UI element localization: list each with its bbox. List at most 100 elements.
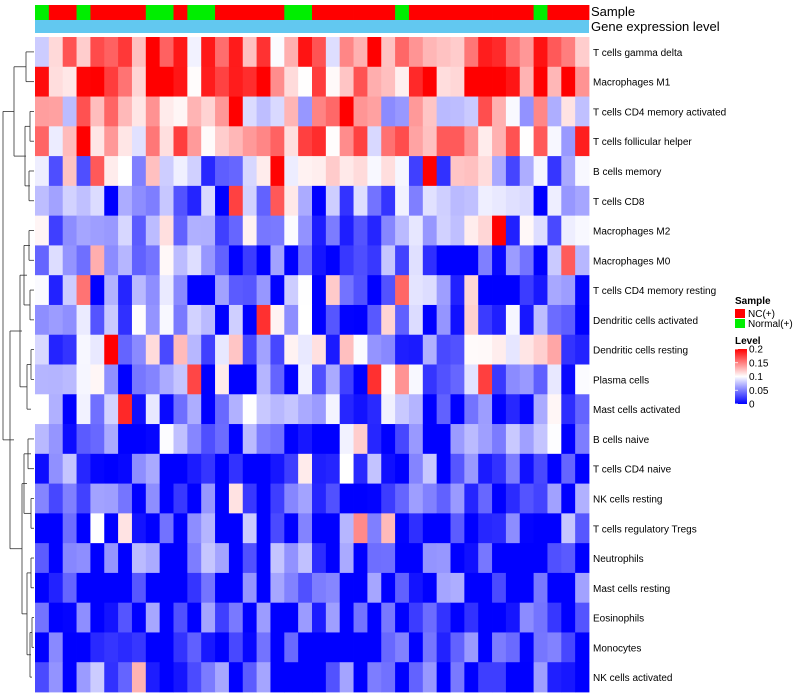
heatmap-cell bbox=[104, 185, 119, 217]
heatmap-cell bbox=[173, 424, 188, 455]
heatmap-cell bbox=[242, 483, 257, 514]
heatmap-cell bbox=[464, 483, 479, 514]
sample-cell bbox=[478, 5, 493, 20]
heatmap-cell bbox=[408, 424, 424, 455]
heatmap-cell bbox=[464, 37, 479, 68]
heatmap-cell bbox=[187, 364, 202, 395]
heatmap-cell bbox=[339, 662, 354, 693]
heatmap-cell bbox=[118, 364, 133, 395]
heatmap-cell bbox=[62, 513, 77, 544]
heatmap-cell bbox=[561, 662, 576, 693]
heatmap-cell bbox=[48, 602, 64, 633]
heatmap-cell bbox=[131, 37, 147, 68]
heatmap-cell bbox=[450, 513, 465, 544]
sample-cell bbox=[464, 5, 479, 20]
heatmap-cell bbox=[450, 185, 465, 217]
heatmap-cell bbox=[256, 66, 271, 97]
heatmap-cell bbox=[367, 156, 382, 187]
heatmap-cell bbox=[187, 215, 202, 246]
heatmap-cell bbox=[381, 543, 396, 574]
heatmap-cell bbox=[215, 126, 230, 157]
sample-cell bbox=[131, 5, 147, 20]
heatmap-cell bbox=[187, 602, 202, 633]
heatmap-cell bbox=[492, 304, 507, 336]
heatmap-cell bbox=[215, 572, 230, 604]
heatmap-cell bbox=[215, 185, 230, 217]
heatmap-cell bbox=[173, 662, 188, 693]
heatmap-cell bbox=[367, 543, 382, 574]
heatmap-cell bbox=[561, 364, 576, 395]
heatmap-cell bbox=[187, 572, 202, 604]
row-label: Plasma cells bbox=[593, 375, 649, 386]
heatmap-cell bbox=[284, 453, 299, 484]
heatmap-cell bbox=[298, 37, 313, 68]
heatmap-cell bbox=[145, 66, 161, 97]
heatmap-cell bbox=[339, 424, 354, 455]
heatmap-cell bbox=[187, 126, 202, 157]
heatmap-cell bbox=[145, 334, 161, 365]
heatmap-cell bbox=[90, 364, 105, 395]
heatmap-cell bbox=[547, 364, 562, 395]
heatmap-cell bbox=[104, 275, 119, 306]
row-label: T cells CD8 bbox=[593, 197, 645, 208]
heatmap-cell bbox=[215, 275, 230, 306]
heatmap-cell bbox=[505, 483, 521, 514]
heatmap-cell bbox=[145, 364, 161, 395]
heatmap-cell bbox=[270, 632, 285, 663]
heatmap-cell bbox=[381, 364, 396, 395]
heatmap-cell bbox=[76, 632, 91, 663]
heatmap-cell bbox=[547, 632, 562, 663]
heatmap-cell bbox=[104, 304, 119, 336]
heatmap-cell bbox=[173, 66, 188, 97]
heatmap-cell bbox=[256, 156, 271, 187]
heatmap-cell bbox=[104, 543, 119, 574]
sample-cell bbox=[436, 5, 451, 20]
legend-level-title: Level bbox=[735, 336, 761, 347]
heatmap-cell bbox=[464, 185, 479, 217]
heatmap-cell bbox=[48, 394, 64, 425]
heatmap-cell bbox=[131, 304, 147, 336]
heatmap-cell bbox=[242, 185, 257, 217]
heatmap-cell bbox=[270, 602, 285, 633]
heatmap-cell bbox=[450, 424, 465, 455]
sample-cell bbox=[35, 5, 50, 20]
heatmap-cell bbox=[201, 572, 216, 604]
heatmap-cell bbox=[422, 304, 438, 336]
heatmap-cell bbox=[339, 543, 354, 574]
heatmap-cell bbox=[298, 156, 313, 187]
heatmap-cell bbox=[201, 304, 216, 336]
heatmap-cell bbox=[256, 304, 271, 336]
heatmap-cell bbox=[173, 275, 188, 306]
heatmap-cell bbox=[35, 96, 50, 127]
row-label: T cells gamma delta bbox=[593, 48, 683, 59]
heatmap-cell bbox=[575, 334, 590, 365]
heatmap-cell bbox=[561, 275, 576, 306]
heatmap-cell bbox=[270, 364, 285, 395]
heatmap-cell bbox=[284, 602, 299, 633]
sample-cell bbox=[48, 5, 64, 20]
heatmap-cell bbox=[270, 126, 285, 157]
row-label: Mast cells resting bbox=[593, 584, 670, 595]
heatmap-cell bbox=[381, 513, 396, 544]
heatmap-cell bbox=[353, 572, 368, 604]
sample-cell bbox=[256, 5, 271, 20]
heatmap-cell bbox=[298, 662, 313, 693]
heatmap-cell bbox=[561, 424, 576, 455]
heatmap-cell bbox=[436, 424, 451, 455]
sample-cell bbox=[505, 5, 521, 20]
heatmap-cell bbox=[325, 275, 341, 306]
heatmap-cell bbox=[478, 185, 493, 217]
heatmap-cell bbox=[104, 245, 119, 276]
heatmap-cell bbox=[547, 126, 562, 157]
heatmap-cell bbox=[48, 304, 64, 336]
heatmap-cell bbox=[118, 632, 133, 663]
heatmap-cell bbox=[284, 632, 299, 663]
heatmap-cell bbox=[48, 37, 64, 68]
heatmap-cell bbox=[561, 483, 576, 514]
heatmap-cell bbox=[118, 453, 133, 484]
heatmap-cell bbox=[159, 662, 174, 693]
heatmap-cell bbox=[408, 572, 424, 604]
heatmap-cell bbox=[464, 662, 479, 693]
heatmap-cell bbox=[325, 364, 341, 395]
heatmap-cell bbox=[228, 632, 244, 663]
